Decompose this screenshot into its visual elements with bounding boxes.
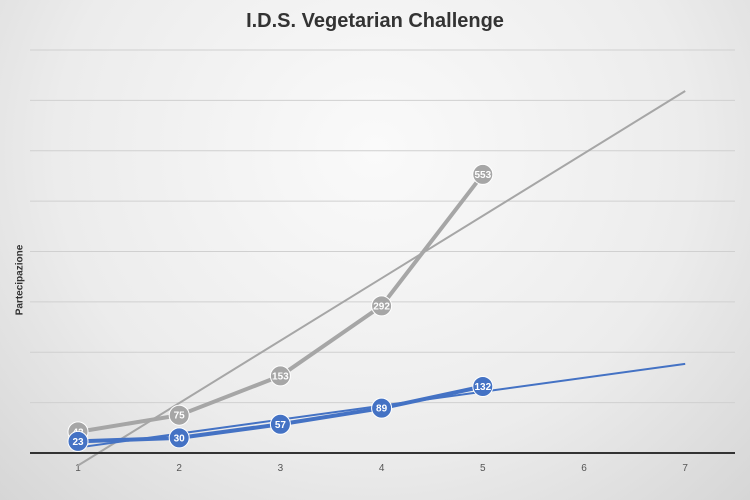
x-tick-label: 5 [480, 463, 486, 474]
data-point [371, 295, 393, 317]
trendline-series-0 [77, 90, 686, 467]
chart-title: I.D.S. Vegetarian Challenge [246, 10, 504, 32]
data-label: 292 [373, 301, 390, 312]
data-point [472, 163, 494, 185]
data-point [168, 427, 190, 449]
line-series-0 [77, 173, 485, 434]
data-label: 75 [174, 411, 186, 422]
x-tick-label: 7 [682, 463, 688, 474]
data-label: 23 [72, 437, 84, 448]
x-tick-label: 3 [278, 463, 284, 474]
x-tick-label: 2 [176, 463, 182, 474]
data-label: 89 [376, 404, 388, 415]
data-label: 57 [275, 420, 287, 431]
data-point [269, 365, 291, 387]
data-label: 30 [174, 433, 186, 444]
x-tick-label: 6 [581, 463, 587, 474]
data-point [371, 397, 393, 419]
x-tick-label: 1 [75, 463, 81, 474]
data-label: 132 [474, 382, 491, 393]
data-point [269, 413, 291, 435]
data-point [472, 376, 494, 398]
data-point [168, 404, 190, 426]
data-label: 553 [474, 170, 491, 181]
x-tick-label: 4 [379, 463, 385, 474]
data-label: 153 [272, 371, 289, 382]
data-point [67, 430, 89, 452]
